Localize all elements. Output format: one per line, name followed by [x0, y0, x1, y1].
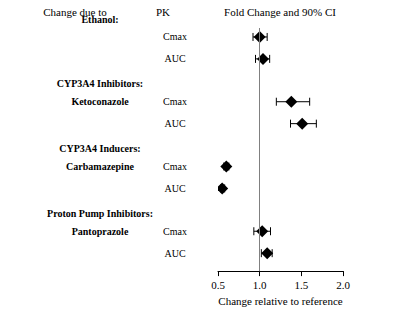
svg-text:Pantoprazole: Pantoprazole: [72, 226, 129, 237]
svg-text:1.5: 1.5: [294, 279, 308, 291]
svg-text:Ketoconazole: Ketoconazole: [71, 96, 129, 107]
svg-text:PK: PK: [156, 6, 170, 18]
svg-text:AUC: AUC: [164, 53, 185, 64]
svg-text:Proton Pump Inhibitors:: Proton Pump Inhibitors:: [47, 208, 153, 219]
svg-text:AUC: AUC: [164, 183, 185, 194]
svg-text:AUC: AUC: [164, 248, 185, 259]
svg-text:2.0: 2.0: [336, 279, 350, 291]
svg-text:Change due to: Change due to: [43, 6, 107, 18]
svg-text:1.0: 1.0: [253, 279, 267, 291]
svg-text:CYP3A4 Inhibitors:: CYP3A4 Inhibitors:: [57, 78, 143, 89]
svg-text:Carbamazepine: Carbamazepine: [66, 161, 134, 172]
svg-text:Cmax: Cmax: [163, 31, 187, 42]
svg-text:0.5: 0.5: [211, 279, 225, 291]
svg-text:Fold Change and 90% CI: Fold Change and 90% CI: [224, 6, 336, 18]
svg-text:CYP3A4 Inducers:: CYP3A4 Inducers:: [59, 143, 140, 154]
svg-text:Cmax: Cmax: [163, 96, 187, 107]
svg-text:Cmax: Cmax: [163, 161, 187, 172]
svg-text:Change relative to reference: Change relative to reference: [218, 295, 342, 307]
svg-text:Cmax: Cmax: [163, 226, 187, 237]
svg-text:AUC: AUC: [164, 118, 185, 129]
svg-text:Ethanol:: Ethanol:: [81, 14, 118, 25]
